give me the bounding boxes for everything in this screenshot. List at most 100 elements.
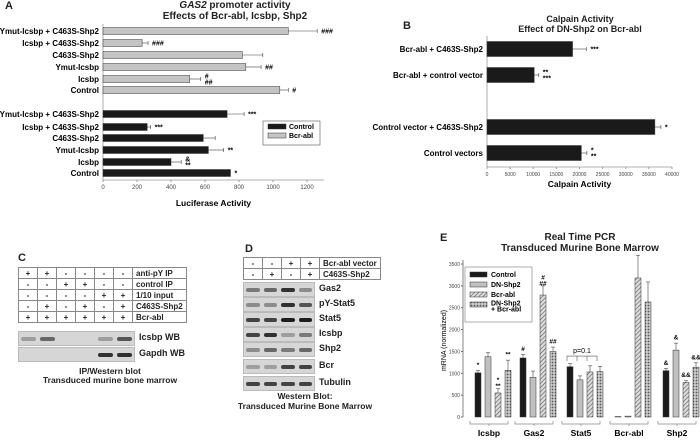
blot-band	[263, 347, 277, 352]
blot-band	[246, 364, 260, 369]
bar	[576, 379, 584, 418]
condition-sign: +	[113, 311, 133, 323]
bar	[486, 145, 582, 161]
legend-label: Control	[491, 272, 516, 279]
blot-band	[263, 381, 277, 386]
condition-sign: +	[75, 311, 95, 323]
condition-row: - + - + - + C463S-Shp2	[18, 300, 187, 312]
western-blot-strip	[18, 347, 135, 362]
condition-row: - + - + C463S-Shp2	[243, 268, 381, 280]
panel-a-label: A	[5, 0, 13, 12]
legend-swatch	[469, 301, 488, 308]
blot-band	[298, 302, 312, 307]
condition-label: 1/10 input	[132, 289, 187, 301]
blot-band	[281, 381, 295, 386]
condition-row: - - + + Bcr-abl vector	[243, 257, 381, 269]
category-label: Control	[71, 86, 99, 95]
bar	[102, 158, 172, 166]
blot-label: Icsbp WB	[139, 331, 181, 342]
condition-sign: -	[56, 267, 76, 279]
condition-sign: +	[75, 300, 95, 312]
significance-annotation: #	[521, 346, 525, 353]
blot-band	[246, 317, 260, 322]
significance-annotation: ##	[265, 65, 273, 72]
condition-row: + + + + + + Bcr-abl	[18, 311, 187, 323]
category-label: Icsbp	[478, 428, 500, 438]
group-bracket	[657, 421, 697, 426]
panel-d-caption-1: Western Blot:	[277, 391, 333, 401]
significance-annotation: ###	[152, 41, 164, 48]
y-tick-label: 2000	[449, 328, 460, 334]
condition-label: C463S-Shp2	[132, 300, 187, 312]
y-tick-label: 0	[457, 415, 460, 421]
bar	[566, 366, 574, 418]
condition-row: + + - - - - anti-pY IP	[18, 267, 187, 279]
y-tick-label: 3000	[449, 284, 460, 290]
bar	[102, 27, 289, 35]
x-tick-label: 10000	[526, 172, 540, 178]
blot-band	[116, 336, 132, 341]
legend-label: DN-Shp2	[491, 282, 521, 289]
bar	[486, 41, 573, 57]
condition-sign: +	[37, 311, 57, 323]
significance-annotation: ##	[549, 339, 557, 346]
bar	[474, 372, 482, 418]
blot-label: pY-Stat5	[319, 297, 356, 308]
group-bracket	[561, 421, 601, 426]
x-tick-label: 1000	[266, 185, 280, 191]
western-blot-strip	[243, 376, 315, 391]
bar	[484, 356, 492, 418]
category-label: Icsbp	[78, 158, 99, 167]
panel-e-subtitle: Transduced Murine Bone Marrow	[501, 243, 659, 254]
blot-band	[281, 332, 295, 337]
significance-annotation: **	[228, 148, 234, 155]
significance-annotation: **	[505, 352, 511, 359]
western-blot-strip	[243, 282, 315, 297]
significance-annotation: **	[495, 383, 501, 390]
bar	[102, 123, 148, 131]
bar	[486, 119, 656, 135]
legend-swatch	[267, 132, 287, 139]
category-label: Stat5	[571, 428, 592, 438]
panel-b-label: B	[403, 20, 411, 32]
blot-band	[298, 381, 312, 386]
blot-band	[281, 302, 295, 307]
legend-swatch	[469, 281, 488, 288]
blot-band	[263, 317, 277, 322]
bar	[102, 51, 243, 59]
bar	[692, 366, 700, 418]
category-label: Icsbp + C463S-Shp2	[22, 39, 99, 48]
condition-sign: -	[94, 267, 114, 279]
condition-sign: +	[262, 268, 282, 280]
legend-label: Control	[289, 124, 314, 131]
blot-label: Shp2	[319, 342, 342, 353]
condition-sign: -	[113, 278, 133, 290]
condition-sign: +	[113, 300, 133, 312]
condition-sign: -	[243, 268, 263, 280]
category-label: Control vector + C463S-Shp2	[373, 123, 484, 132]
significance-annotation: &	[664, 360, 669, 367]
x-tick-label: 40000	[665, 172, 679, 178]
x-tick-label: 400	[166, 185, 177, 191]
condition-sign: +	[18, 311, 38, 323]
condition-label: control IP	[132, 278, 187, 290]
category-label: Bcr-abl	[614, 428, 643, 438]
p-value-label: p=0.1	[573, 348, 591, 355]
panel-b-chart: 0 5000 10000 15000 20000 25000 30000 35000 40000…	[373, 36, 679, 189]
bar	[102, 146, 209, 154]
condition-label: anti-pY IP	[132, 267, 187, 279]
panel-d-caption-2: Transduced Murine Bone Marrow	[237, 401, 373, 411]
condition-sign: +	[94, 289, 114, 301]
significance-annotation: *	[235, 171, 238, 178]
significance-annotation: *	[591, 148, 594, 155]
y-tick-label: 3500	[449, 262, 460, 268]
significance-annotation: ***	[590, 47, 598, 54]
condition-label: Bcr-abl	[132, 311, 187, 323]
condition-sign: -	[113, 267, 133, 279]
significance-annotation: ***	[543, 76, 551, 83]
blot-band	[281, 317, 295, 322]
blot-label: Tubulin	[319, 376, 351, 387]
panel-b-title: Calpain Activity	[546, 14, 614, 24]
panel-d-condition-table: - - + + Bcr-abl vector - + - + C463S-Shp2	[243, 257, 381, 280]
